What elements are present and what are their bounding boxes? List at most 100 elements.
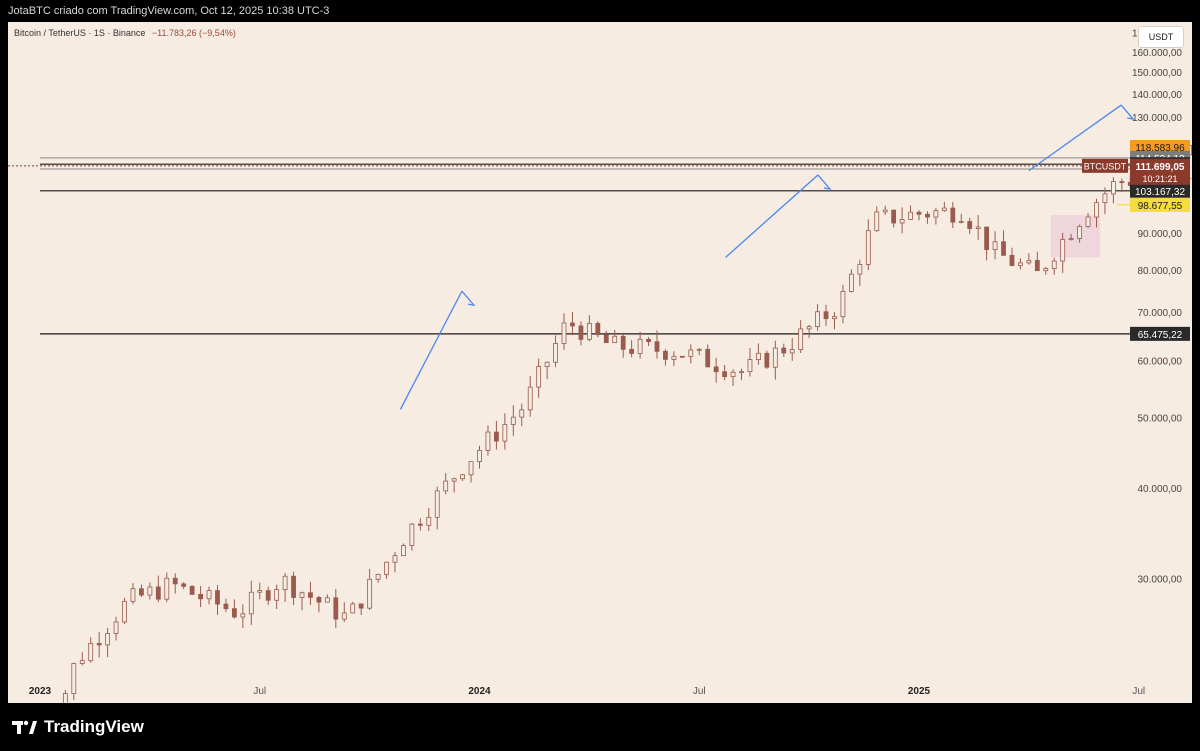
candle-body [324,597,330,603]
candle-body [231,608,237,618]
price-label-bg [1130,326,1190,341]
candle-body [1068,238,1074,240]
candle-body [1001,241,1006,256]
candle-body [722,371,728,378]
candle-body [823,311,829,320]
candle-body [130,588,136,602]
candle-body [629,348,635,354]
trend-arrow-head [1120,104,1135,120]
candle-body [899,219,905,224]
tradingview-brand: TradingView [12,717,144,737]
candle-body [857,263,863,275]
candle-body [215,590,220,605]
candle-body [265,590,271,601]
candle-body [308,592,313,598]
symbol-tag-bg [1082,158,1128,173]
candle-body [189,585,195,595]
price-chart[interactable]: ⚡30.000,0040.000,0050.000,0060.000,0070.… [8,22,1192,703]
candle-body [553,343,558,363]
candle-body [925,213,930,218]
x-tick-label: Jul [253,686,266,697]
trend-arrow [399,290,463,410]
candle-body [544,361,550,367]
x-tick-label: Jul [693,686,706,697]
candle-body [764,352,770,368]
candle-body [967,221,973,229]
y-tick-label: 140.000,00 [1132,90,1182,101]
candle-body [257,590,263,593]
candle-body [62,693,68,703]
y-tick-label: 50.000,00 [1138,414,1183,425]
chart-panel[interactable]: Bitcoin / TetherUS · 1S · Binance −11.78… [8,22,1192,703]
chart-header: JotaBTC criado com TradingView.com, Oct … [0,0,1200,22]
candle-body [1043,268,1049,272]
candles [62,141,1192,703]
candle-body [772,347,778,368]
candle-body [316,596,322,603]
candle-body [96,643,102,646]
candle-body [865,230,871,265]
footer: TradingView [0,703,1200,751]
y-tick-label: 90.000,00 [1138,229,1183,240]
candle-body [798,328,804,350]
candle-body [426,516,432,526]
symbol-legend: Bitcoin / TetherUS · 1S · Binance −11.78… [14,28,236,38]
trend-arrow [725,174,819,258]
candle-body [434,490,440,518]
candle-body [595,322,601,336]
currency-button[interactable]: USDT [1138,26,1184,48]
candle-body [612,335,618,344]
candle-body [122,600,127,623]
price-label: 118.583,96 [1135,143,1185,154]
y-tick-label: 130.000,00 [1132,113,1182,124]
current-price-label: 111.699,05 [1136,162,1185,173]
candle-body [527,386,533,411]
candle-body [654,341,660,352]
candle-body [603,334,609,344]
x-tick-label: 2025 [908,686,931,697]
candle-body [105,632,111,646]
candle-body [358,603,364,609]
candle-body [299,592,305,598]
candle-body [908,211,913,220]
candle-body [713,366,719,373]
y-tick-label: 80.000,00 [1138,266,1183,277]
candle-body [747,359,753,373]
candle-body [485,431,491,451]
current-price-bg [1130,158,1190,185]
candle-body [341,612,347,620]
candle-body [705,348,711,368]
candle-body [570,322,575,327]
price-label: 103.167,32 [1135,187,1185,198]
candle-body [375,573,381,580]
price-label-bg [1130,197,1190,212]
candle-body [401,545,406,557]
candle-body [1051,260,1057,269]
candle-body [561,322,567,344]
candle-body [367,578,373,609]
candle-body [155,586,161,600]
price-label: 65.475,22 [1138,330,1183,341]
candle-body [637,338,643,354]
candle-body [730,371,736,378]
candle-body [164,577,170,600]
candle-body [679,355,685,358]
price-label-bg [1130,139,1190,154]
candle-body [1060,239,1066,262]
y-tick-label: 60.000,00 [1138,356,1183,367]
brand-name: TradingView [44,717,144,736]
candle-body [79,660,85,664]
candle-body [384,561,389,575]
candle-body [248,591,254,615]
countdown-label: 10:21:21 [1142,174,1177,184]
candle-body [578,325,584,340]
x-tick-label: 2024 [468,686,491,697]
candle-body [696,348,702,351]
candle-body [71,663,77,694]
candle-body [688,349,694,357]
symbol-name: Bitcoin / TetherUS · 1S · Binance [14,28,146,38]
x-tick-label: Jul [1132,686,1145,697]
tradingview-logo-icon [12,720,37,734]
candle-body [806,326,812,330]
candle-body [350,603,356,614]
